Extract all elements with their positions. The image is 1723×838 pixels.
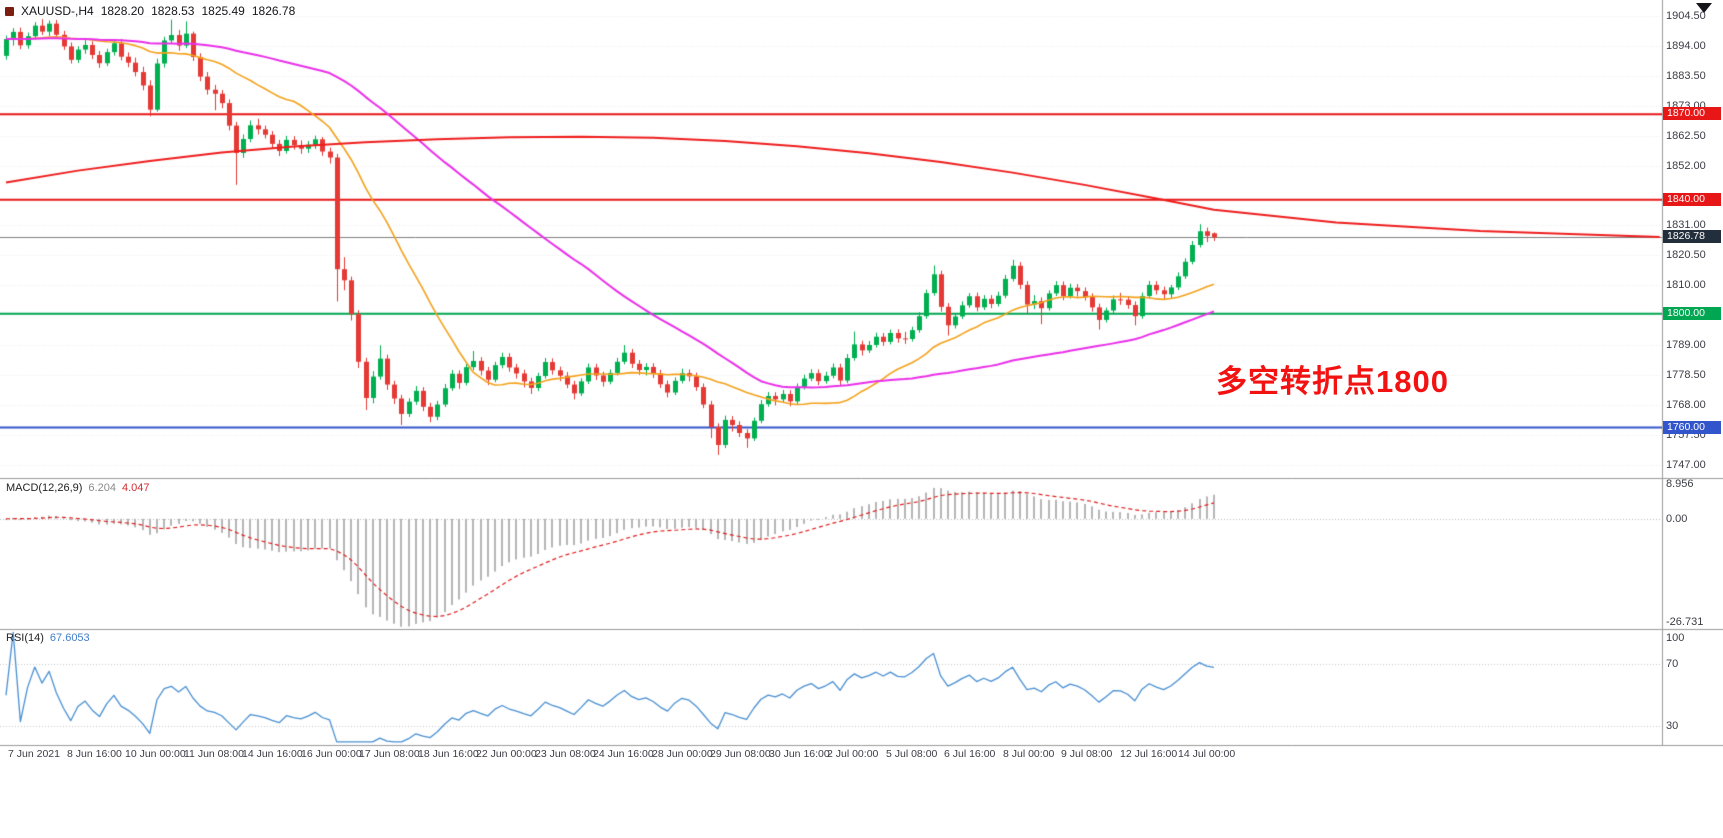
rsi-indicator-label: RSI(14) 67.6053	[6, 632, 90, 644]
chart-shift-marker-icon[interactable]	[1696, 3, 1712, 13]
bar-open-value: 1828.20	[100, 4, 145, 18]
macd-name: MACD(12,26,9)	[6, 482, 83, 494]
macd-signal-value: 4.047	[121, 482, 150, 494]
bar-low-value: 1825.49	[201, 4, 245, 18]
price-chart-canvas[interactable]	[0, 0, 1723, 764]
bar-high-value: 1828.53	[151, 4, 195, 18]
macd-indicator-label: MACD(12,26,9) 6.204 4.047	[6, 482, 149, 494]
bar-close-value: 1826.78	[251, 4, 296, 18]
chart-symbol-icon	[5, 6, 14, 16]
rsi-name: RSI(14)	[6, 632, 44, 644]
macd-main-value: 6.204	[88, 482, 116, 494]
rsi-value: 67.6053	[49, 632, 90, 644]
price-annotation: 多空转折点1800	[1216, 364, 1449, 399]
symbol-period-label: XAUUSD-,H4	[21, 4, 94, 18]
chart-header: XAUUSD-,H4 1828.20 1828.53 1825.49 1826.…	[5, 4, 295, 18]
